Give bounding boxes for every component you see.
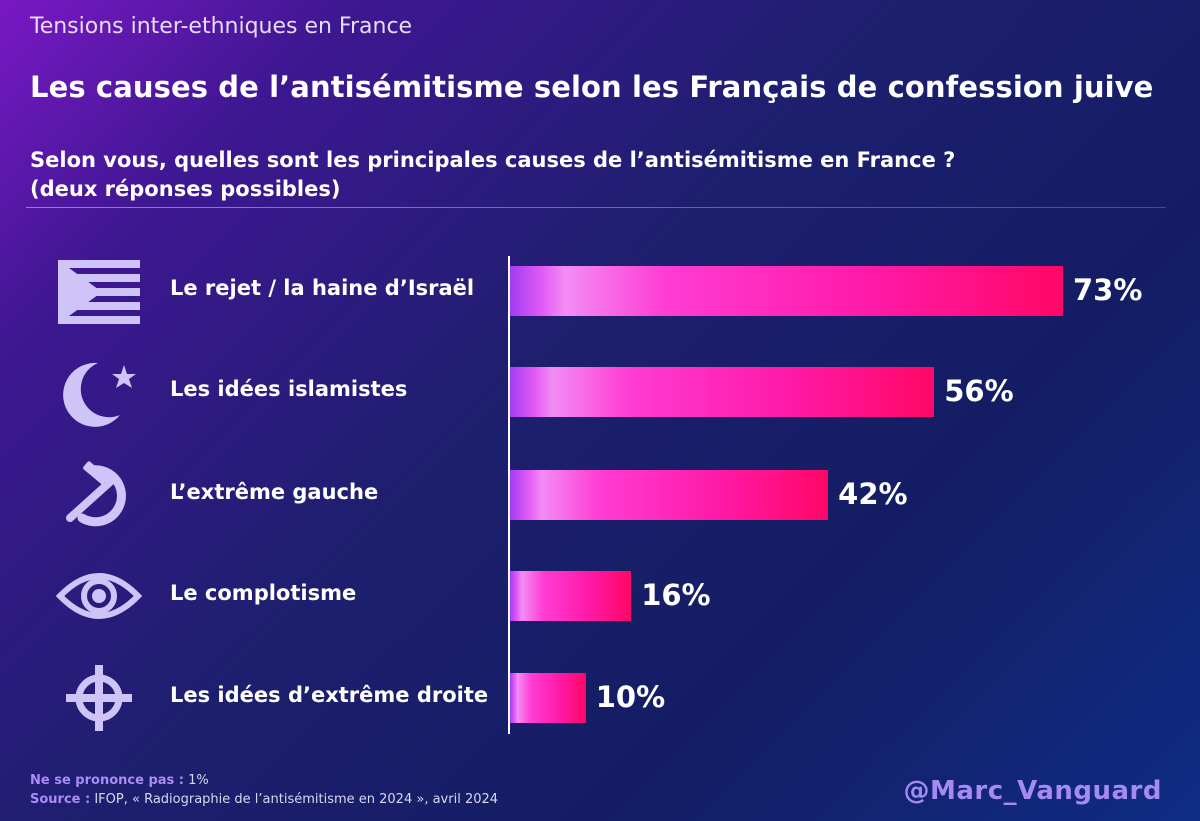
author-handle: @Marc_Vanguard <box>903 776 1162 806</box>
kicker: Tensions inter-ethniques en France <box>30 14 413 39</box>
bar <box>510 673 586 723</box>
bar <box>510 367 935 417</box>
bar <box>510 470 829 520</box>
footnote-source-value: IFOP, « Radiographie de l’antisémitisme … <box>90 792 499 807</box>
footnote-nsp: Ne se prononce pas : 1% <box>30 773 209 788</box>
value-label: 56% <box>944 374 1014 408</box>
value-label: 10% <box>595 680 666 714</box>
divider <box>26 207 1166 208</box>
category-label: Les idées d’extrême droite <box>170 683 489 707</box>
page-title: Les causes de l’antisémitisme selon les … <box>30 70 1154 104</box>
category-label: Les idées islamistes <box>170 377 408 401</box>
value-label: 16% <box>641 578 711 612</box>
footnote-nsp-label: Ne se prononce pas : <box>30 773 184 788</box>
footnote-source-label: Source : <box>30 792 91 807</box>
hammer-sickle-icon <box>52 460 146 530</box>
eye-icon <box>52 561 146 631</box>
value-label: 42% <box>838 477 908 511</box>
question-line-1: Selon vous, quelles sont les principales… <box>30 148 956 172</box>
crescent-star-icon <box>52 357 146 427</box>
bar <box>510 266 1063 316</box>
footnote-source: Source : IFOP, « Radiographie de l’antis… <box>30 792 498 807</box>
question-line-2: (deux réponses possibles) <box>30 177 341 201</box>
bar <box>510 571 632 621</box>
question: Selon vous, quelles sont les principales… <box>30 146 1030 204</box>
footnote-nsp-value: 1% <box>183 773 209 788</box>
flag-icon <box>52 256 146 326</box>
celtic-cross-icon <box>52 663 146 733</box>
category-label: L’extrême gauche <box>170 480 379 504</box>
category-label: Le rejet / la haine d’Israël <box>170 276 475 300</box>
axis-line <box>508 256 510 734</box>
value-label: 73% <box>1073 273 1143 307</box>
category-label: Le complotisme <box>170 581 357 605</box>
